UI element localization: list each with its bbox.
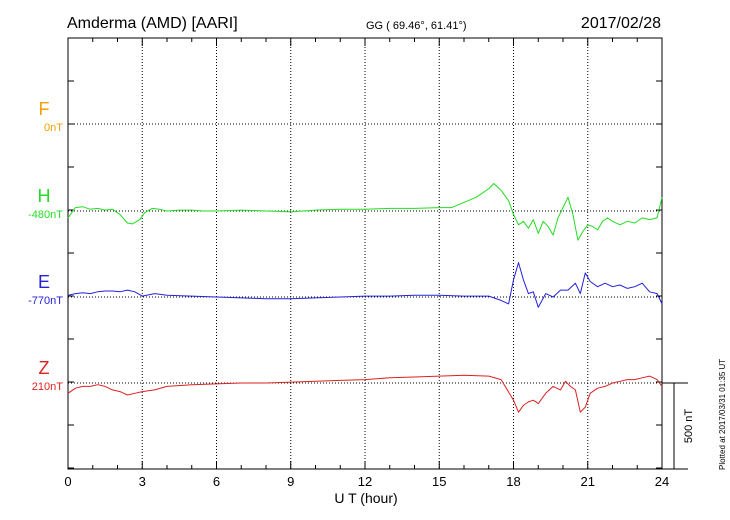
series-name-z: Z [39, 358, 50, 378]
series-line-z [67, 374, 663, 413]
series-name-f: F [39, 99, 50, 119]
x-tick-labels: 0 3 6 9 12 15 18 21 24 [64, 474, 669, 489]
axis-ticks [67, 38, 663, 469]
series-lines [67, 183, 663, 413]
x-tick-label-18: 18 [506, 474, 520, 489]
x-tick-label-0: 0 [64, 474, 71, 489]
series-baseline-z: 210nT [32, 381, 63, 393]
x-axis-label: U T (hour) [334, 490, 397, 506]
series-line-e [67, 262, 663, 308]
x-tick-label-6: 6 [213, 474, 220, 489]
x-tick-label-9: 9 [287, 474, 294, 489]
series-baseline-f: 0nT [44, 122, 63, 134]
plotted-at-note: Plotted at 2017/03/31 01:35 UT [718, 359, 727, 470]
series-baseline-e: -770nT [28, 295, 63, 307]
series-name-h: H [38, 186, 51, 206]
series-labels: F 0nT H -480nT E -770nT Z 210nT [28, 99, 63, 393]
series-baseline-h: -480nT [28, 209, 63, 221]
x-tick-label-15: 15 [432, 474, 446, 489]
scale-bar-label: 500 nT [683, 409, 695, 444]
series-line-h [67, 183, 663, 241]
coords-label: GG ( 69.46°, 61.41°) [366, 20, 467, 32]
series-name-e: E [38, 272, 50, 292]
x-tick-label-24: 24 [655, 474, 669, 489]
x-tick-label-12: 12 [358, 474, 372, 489]
grid-lines [141, 38, 589, 469]
x-tick-label-3: 3 [139, 474, 146, 489]
date-label: 2017/02/28 [581, 15, 661, 32]
x-tick-label-21: 21 [581, 474, 595, 489]
scale-bar: 500 nT [662, 382, 695, 470]
station-title: Amderma (AMD) [AARI] [67, 15, 238, 32]
